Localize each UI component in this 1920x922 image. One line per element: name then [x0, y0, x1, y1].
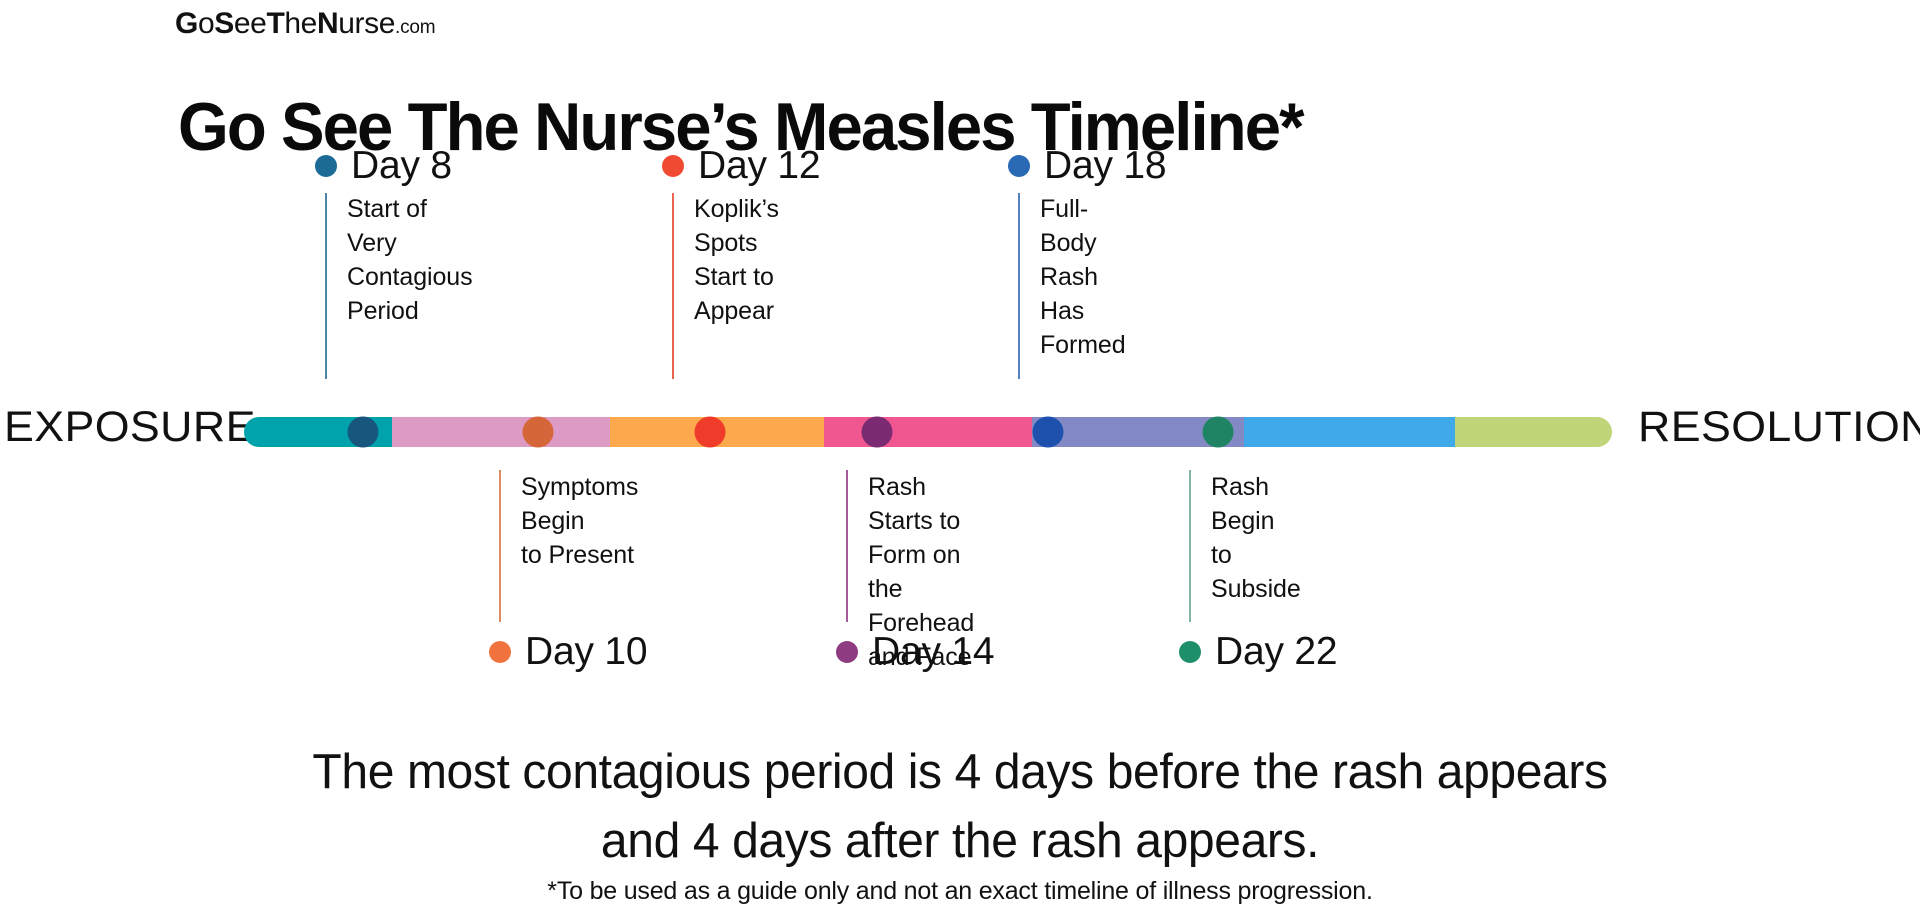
callout-day-row-day-12[interactable]: Day 12	[662, 144, 821, 187]
callout-stem-day-22	[1189, 470, 1191, 622]
logo-letter-group: S	[214, 7, 234, 40]
callout-day-row-day-8[interactable]: Day 8	[315, 145, 452, 187]
callout-dot-icon-day-22	[1179, 641, 1201, 663]
logo-wordmark: GoSeeTheNurse	[175, 7, 395, 40]
callout-dot-icon-day-18	[1008, 155, 1030, 177]
callout-day-row-day-18[interactable]: Day 18	[1008, 144, 1167, 187]
callout-day-row-day-22[interactable]: Day 22	[1179, 630, 1338, 673]
callout-day-label-day-18: Day 18	[1044, 144, 1167, 187]
callout-description-day-10: Symptoms Begin to Present	[521, 473, 639, 569]
timeline-segment-day22-to-resolution	[1455, 417, 1612, 447]
callout-day-label-day-10: Day 10	[525, 630, 648, 673]
footnote-disclaimer: *To be used as a guide only and not an e…	[547, 877, 1373, 905]
logo-letter-group: T	[266, 7, 285, 40]
timeline-node-day18[interactable]	[1032, 416, 1064, 448]
site-logo: GoSeeTheNurse.com	[175, 7, 436, 41]
logo-letter-group: G	[175, 7, 198, 40]
logo-letter-group: N	[316, 7, 339, 40]
callout-stem-day-12	[672, 193, 674, 379]
timeline-node-day14[interactable]	[861, 416, 893, 448]
timeline-node-day12[interactable]	[694, 416, 726, 448]
callout-day-row-day-14[interactable]: Day 14	[836, 630, 995, 673]
timeline-track	[244, 416, 1612, 448]
callout-stem-day-18	[1018, 193, 1020, 379]
logo-letter-group: o	[197, 7, 215, 40]
timeline-start-label: EXPOSURE	[4, 403, 256, 451]
callout-description-day-8: Start of Very Contagious Period	[347, 195, 473, 325]
callout-dot-icon-day-14	[836, 641, 858, 663]
logo-letter-group: urse	[338, 7, 395, 40]
callout-stem-day-8	[325, 193, 327, 379]
callout-dot-icon-day-8	[315, 155, 337, 177]
timeline-end-label: RESOLUTION	[1638, 403, 1920, 451]
timeline-segment-day8-to-day10	[392, 417, 610, 447]
timeline-segment-day12-to-day14	[824, 417, 1032, 447]
callout-dot-icon-day-12	[662, 155, 684, 177]
callout-description-day-22: Rash Begin to Subside	[1211, 473, 1301, 603]
callout-description-day-12: Koplik’s Spots Start to Appear	[694, 195, 779, 325]
timeline-bar	[244, 417, 1612, 447]
callout-stem-day-10	[499, 470, 501, 622]
timeline-node-day22[interactable]	[1202, 416, 1234, 448]
callout-day-row-day-10[interactable]: Day 10	[489, 630, 648, 673]
timeline-node-day8[interactable]	[347, 416, 379, 448]
callout-day-label-day-14: Day 14	[872, 630, 995, 673]
callout-description-day-14: Rash Starts to Form on the Forehead and …	[868, 473, 975, 671]
timeline-segment-day18-to-day22	[1244, 417, 1456, 447]
callout-day-label-day-22: Day 22	[1215, 630, 1338, 673]
callout-dot-icon-day-10	[489, 641, 511, 663]
logo-letter-group: ee	[233, 7, 267, 40]
logo-tld: .com	[394, 17, 436, 38]
callout-day-label-day-8: Day 8	[351, 144, 452, 187]
summary-statement: The most contagious period is 4 days bef…	[312, 745, 1608, 868]
callout-day-label-day-12: Day 12	[698, 144, 821, 187]
page-title: Go See The Nurse’s Measles Timeline*	[178, 88, 1305, 165]
callout-stem-day-14	[846, 470, 848, 622]
logo-letter-group: he	[284, 7, 317, 40]
callout-description-day-18: Full-Body Rash Has Formed	[1040, 195, 1126, 359]
timeline-node-day10[interactable]	[522, 416, 554, 448]
